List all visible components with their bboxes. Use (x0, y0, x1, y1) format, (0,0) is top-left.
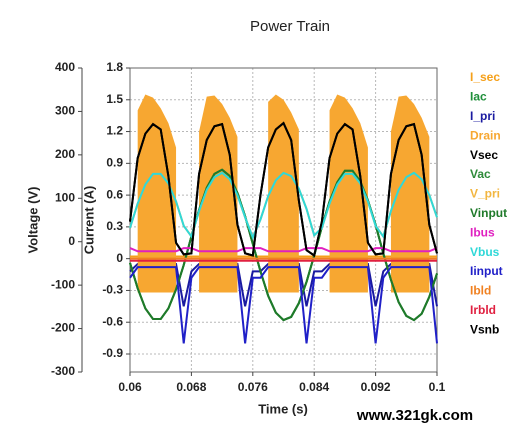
y-tick-label: 0 (68, 234, 75, 248)
legend-label: I_pri (470, 109, 495, 123)
band-area (329, 94, 368, 293)
x-tick-label: 0.1 (429, 380, 446, 394)
y-tick-label: 300 (55, 104, 75, 118)
legend-label: Vac (470, 167, 491, 181)
legend-label: Vbus (470, 245, 500, 259)
y-tick-label: 400 (55, 60, 75, 74)
y2-tick-label: -0.3 (102, 283, 123, 297)
y2-tick-label: -0.6 (102, 314, 123, 328)
chart-title: Power Train (250, 18, 330, 35)
x-tick-label: 0.092 (361, 380, 391, 394)
legend-label: Ibld (470, 284, 491, 298)
y2-tick-label: 0 (116, 251, 123, 265)
legend-label: Vsnb (470, 322, 499, 336)
legend-label: Drain (470, 128, 501, 142)
y2-tick-label: 1.5 (106, 92, 123, 106)
y-tick-label: -300 (51, 364, 75, 378)
y2-axis-label: Current (A) (81, 186, 96, 255)
x-tick-label: 0.068 (176, 380, 206, 394)
band-area (137, 94, 177, 293)
legend-label: V_pri (470, 187, 500, 201)
legend-label: Iac (470, 90, 487, 104)
y-axis-label: Voltage (V) (25, 187, 40, 254)
series-line (129, 168, 438, 322)
legend-label: I_sec (470, 70, 500, 84)
series-line (129, 121, 438, 258)
y-tick-label: -100 (51, 277, 75, 291)
y-tick-label: 100 (55, 190, 75, 204)
x-tick-label: 0.084 (299, 380, 329, 394)
x-tick-label: 0.06 (118, 380, 142, 394)
y2-tick-label: 1.8 (106, 60, 123, 74)
y2-tick-label: 0.9 (106, 156, 123, 170)
y2-tick-label: 1.2 (106, 124, 123, 138)
x-tick-label: 0.076 (238, 380, 268, 394)
y2-tick-label: -0.9 (102, 346, 123, 360)
legend-label: Ibus (470, 225, 495, 239)
legend-label: Irbld (470, 303, 496, 317)
legend-label: Vsec (470, 148, 498, 162)
series-line (129, 266, 438, 344)
y2-tick-label: 0.6 (106, 187, 123, 201)
x-axis-label: Time (s) (258, 401, 308, 416)
y-tick-label: 200 (55, 147, 75, 161)
y-tick-label: -200 (51, 321, 75, 335)
y2-tick-label: 0.3 (106, 219, 123, 233)
watermark: www.321gk.com (356, 407, 473, 424)
legend-label: Vinput (470, 206, 507, 220)
legend-label: Iinput (470, 264, 503, 278)
